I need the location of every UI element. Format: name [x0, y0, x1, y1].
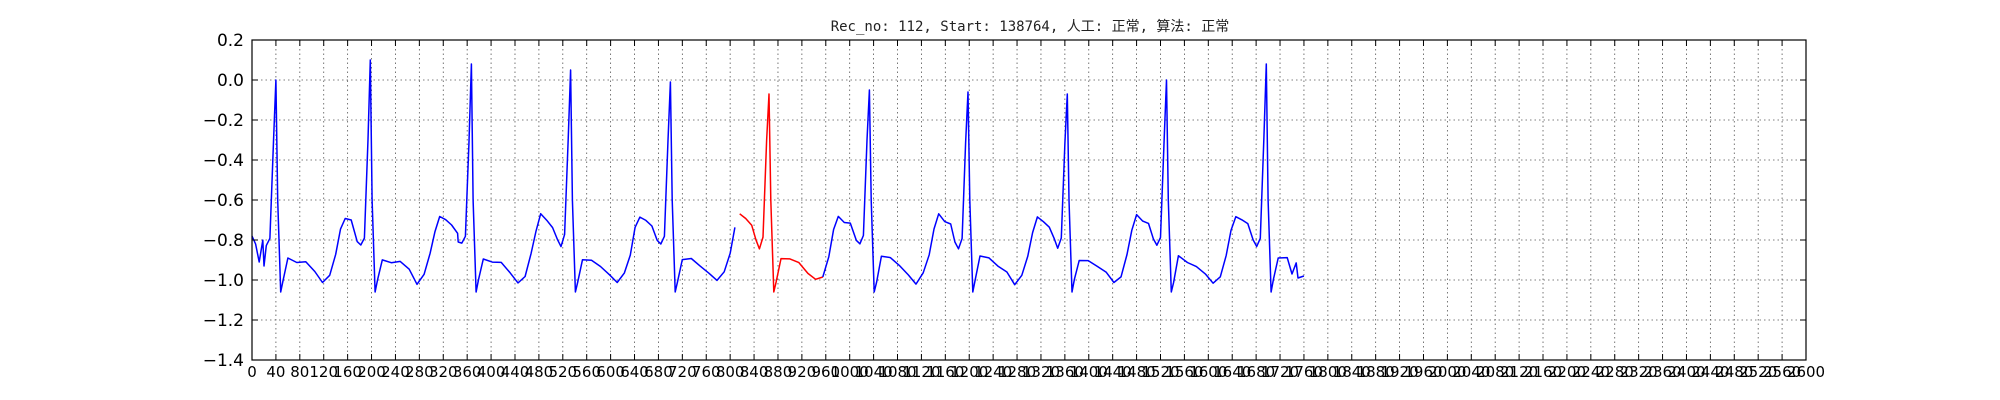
- x-tick-label: 1640: [1213, 363, 1251, 381]
- y-tick-label: −1.2: [203, 311, 244, 331]
- x-tick-label: 320: [429, 363, 458, 381]
- y-tick-label: −0.6: [203, 191, 244, 211]
- plot-frame: [251, 39, 1807, 361]
- x-tick-label: 760: [692, 363, 721, 381]
- x-tick-label: 1960: [1404, 363, 1442, 381]
- x-axis-ticks: 0 40 80 12016020024028032036040044048052056…: [247, 40, 1825, 381]
- x-tick-label: 1480: [1117, 363, 1155, 381]
- x-tick-label: 1800: [1309, 363, 1347, 381]
- x-tick-label: 1160: [926, 363, 964, 381]
- x-tick-label: 840: [740, 363, 769, 381]
- x-tick-label: 2600: [1787, 363, 1825, 381]
- y-axis-ticks: 0.2 0.0 −0.2 −0.4 −0.6 −0.8 −1.0 −1.2 −1.4: [203, 31, 1806, 371]
- y-tick-label: −0.4: [203, 151, 244, 171]
- x-tick-label: 1440: [1094, 363, 1132, 381]
- x-tick-label: 1680: [1237, 363, 1275, 381]
- x-tick-label: 2240: [1572, 363, 1610, 381]
- x-tick-label: 680: [644, 363, 673, 381]
- ecg-line-red: [739, 93, 824, 293]
- y-tick-label: −1.4: [203, 351, 244, 371]
- x-tick-label: 1320: [1022, 363, 1060, 381]
- x-tick-label: 1000: [831, 363, 869, 381]
- x-tick-label: 560: [572, 363, 601, 381]
- x-tick-label: 200: [357, 363, 386, 381]
- x-tick-label: 640: [620, 363, 649, 381]
- x-tick-label: 880: [764, 363, 793, 381]
- x-tick-label: 40: [266, 363, 285, 381]
- x-tick-label: 520: [548, 363, 577, 381]
- x-tick-label: 80: [290, 363, 309, 381]
- x-tick-label: 440: [501, 363, 530, 381]
- x-tick-label: 1400: [1070, 363, 1108, 381]
- x-tick-label: 2480: [1715, 363, 1753, 381]
- x-tick-label: 2320: [1620, 363, 1658, 381]
- x-tick-label: 2560: [1763, 363, 1801, 381]
- x-tick-label: 1520: [1141, 363, 1179, 381]
- y-tick-label: 0.0: [217, 71, 244, 91]
- chart-title: Rec_no: 112, Start: 138764, 人工: 正常, 算法: …: [831, 19, 1230, 35]
- y-tick-label: −0.8: [203, 231, 244, 251]
- x-tick-label: 2040: [1452, 363, 1490, 381]
- x-tick-label: 2360: [1643, 363, 1681, 381]
- x-tick-label: 1760: [1285, 363, 1323, 381]
- x-tick-label: 2120: [1500, 363, 1538, 381]
- y-tick-label: −1.0: [203, 271, 244, 291]
- grid-lines: [251, 39, 1807, 361]
- x-tick-label: 800: [716, 363, 745, 381]
- x-tick-label: 960: [811, 363, 840, 381]
- x-tick-label: 920: [788, 363, 817, 381]
- x-tick-label: 1600: [1189, 363, 1227, 381]
- y-tick-label: −0.2: [203, 111, 244, 131]
- x-tick-label: 0: [247, 363, 257, 381]
- x-tick-label: 1240: [974, 363, 1012, 381]
- ecg-signal-series: [251, 59, 1305, 293]
- x-tick-label: 1560: [1165, 363, 1203, 381]
- x-tick-label: 2400: [1667, 363, 1705, 381]
- x-tick-label: 1920: [1380, 363, 1418, 381]
- x-tick-label: 1080: [878, 363, 916, 381]
- x-tick-label: 2160: [1524, 363, 1562, 381]
- x-tick-label: 1720: [1261, 363, 1299, 381]
- x-tick-label: 2080: [1476, 363, 1514, 381]
- x-tick-label: 1040: [855, 363, 893, 381]
- x-tick-label: 120: [309, 363, 338, 381]
- x-tick-label: 480: [525, 363, 554, 381]
- x-tick-label: 2520: [1739, 363, 1777, 381]
- x-tick-label: 720: [668, 363, 697, 381]
- x-tick-label: 280: [405, 363, 434, 381]
- x-tick-label: 1880: [1357, 363, 1395, 381]
- x-tick-label: 2200: [1548, 363, 1586, 381]
- ecg-line-blue-1: [251, 59, 736, 293]
- x-tick-label: 600: [596, 363, 625, 381]
- x-tick-label: 1840: [1333, 363, 1371, 381]
- ecg-line-blue-2: [822, 63, 1305, 293]
- x-tick-label: 240: [381, 363, 410, 381]
- x-tick-label: 2440: [1691, 363, 1729, 381]
- x-tick-label: 1280: [998, 363, 1036, 381]
- x-tick-label: 2000: [1428, 363, 1466, 381]
- x-tick-label: 1200: [950, 363, 988, 381]
- x-tick-label: 160: [333, 363, 362, 381]
- x-tick-label: 1120: [902, 363, 940, 381]
- x-tick-label: 2280: [1596, 363, 1634, 381]
- y-tick-label: 0.2: [217, 31, 244, 51]
- x-tick-label: 400: [477, 363, 506, 381]
- x-tick-label: 1360: [1046, 363, 1084, 381]
- x-tick-label: 360: [453, 363, 482, 381]
